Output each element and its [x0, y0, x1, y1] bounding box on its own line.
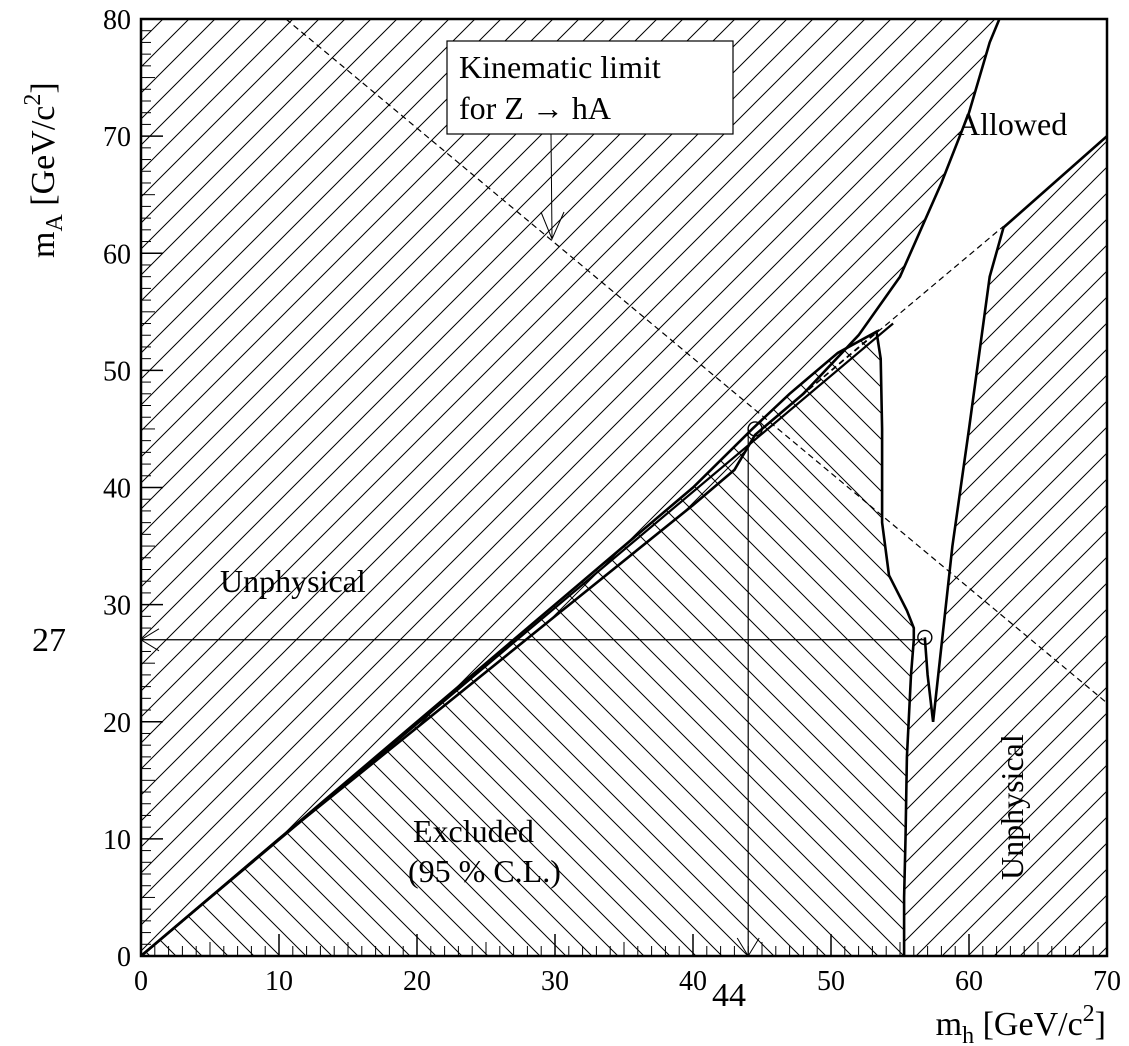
- y-tick-label-10: 10: [103, 825, 131, 856]
- label-allowed: Allowed: [957, 106, 1067, 142]
- dashed-upper-line: [754, 225, 1004, 436]
- excluded-boundary-line: [141, 329, 916, 956]
- x-tick-label-50: 50: [817, 966, 845, 997]
- region-unphysical-right: [904, 136, 1107, 956]
- y-tick-label-70: 70: [103, 122, 131, 153]
- x-tick-label-30: 30: [541, 966, 569, 997]
- x-tick-label-70: 70: [1093, 966, 1121, 997]
- y-tick-label-0: 0: [117, 942, 131, 973]
- y-axis-title: mA [GeV/c2]: [20, 82, 68, 258]
- x-axis-title-sub: h: [962, 1023, 974, 1046]
- x-axis-title-base: m: [936, 1006, 962, 1043]
- label-unphysical-right: Unphysical: [994, 734, 1030, 880]
- marker-arrow-x: [736, 937, 760, 956]
- y-axis-title-base: m: [25, 232, 62, 258]
- y-axis-title-unit: [GeV/c: [25, 106, 62, 215]
- y-tick-label-40: 40: [103, 474, 131, 505]
- marker-arrow-y: [141, 628, 160, 652]
- right-upper-line: [1002, 135, 1107, 229]
- y-tick-label-80: 80: [103, 5, 131, 36]
- circle-point-1: [917, 629, 933, 646]
- x-axis-title: mh [GeV/c2]: [936, 1001, 1106, 1046]
- marker-label-x: 44: [712, 977, 746, 1014]
- regions: [141, 19, 1107, 956]
- y-tick-label-50: 50: [103, 356, 131, 387]
- x-axis-title-unit: [GeV/c: [974, 1006, 1083, 1043]
- region-unphysical-left: [141, 19, 1000, 956]
- circle-point-0: [747, 421, 763, 437]
- boundary-lines: [141, 19, 1107, 956]
- kinematic-limit-line: [285, 19, 1107, 704]
- label-excluded-line1: Excluded: [413, 813, 534, 849]
- region-excluded: [141, 331, 914, 956]
- marker-label-y: 27: [32, 622, 66, 659]
- x-axis-title-close: ]: [1095, 1006, 1106, 1043]
- x-tick-label-40: 40: [679, 966, 707, 997]
- kinematic-arrow-head: [540, 211, 565, 241]
- right-unphysical-line: [923, 227, 1005, 722]
- label-unphysical-left: Unphysical: [220, 563, 366, 599]
- y-tick-label-20: 20: [103, 708, 131, 739]
- y-axis-title-sub: A: [42, 214, 68, 232]
- kinematic-limit-line1: Kinematic limit: [459, 49, 661, 85]
- y-tick-label-30: 30: [103, 591, 131, 622]
- kinematic-limit-line2: for Z → hA: [459, 90, 611, 126]
- axis-ticks: 0 10 20 30 40 50 60 70 0 10 20 30 40 50 60 70 80: [103, 5, 1121, 997]
- x-tick-label-10: 10: [265, 966, 293, 997]
- y-axis-title-sup: 2: [20, 94, 46, 106]
- x-tick-label-60: 60: [955, 966, 983, 997]
- x-tick-label-20: 20: [403, 966, 431, 997]
- y-tick-label-60: 60: [103, 239, 131, 270]
- y-axis-title-close: ]: [25, 82, 62, 93]
- label-excluded-line2: (95 % C.L.): [408, 853, 561, 889]
- x-tick-label-0: 0: [134, 966, 148, 997]
- kinematic-arrow-shaft: [550, 133, 553, 239]
- x-axis-title-sup: 2: [1083, 1001, 1095, 1027]
- kinematic-limit-box: [446, 40, 734, 135]
